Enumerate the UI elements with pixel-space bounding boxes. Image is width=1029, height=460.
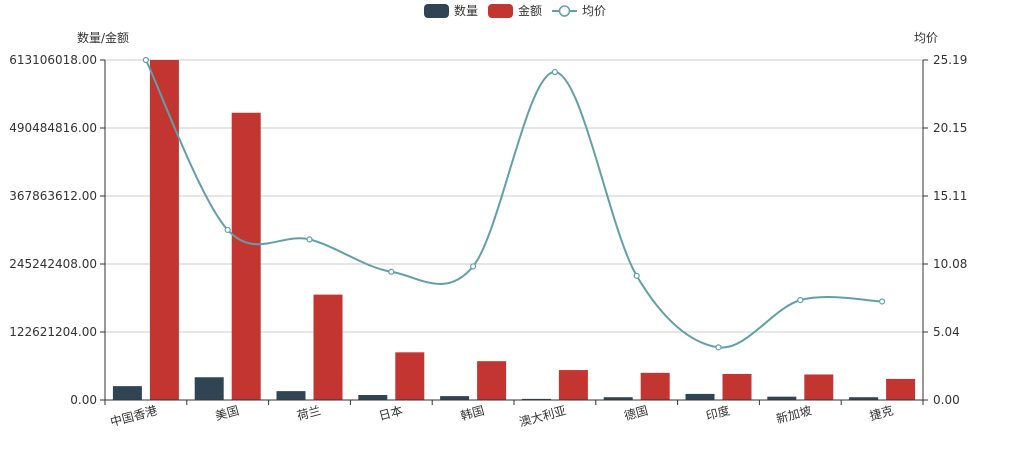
x-tick-label: 德国 (622, 402, 649, 423)
y-left-tick-label: 613106018.00 (9, 53, 97, 67)
bar-quantity[interactable] (685, 393, 715, 400)
line-point[interactable] (224, 226, 231, 234)
legend-swatch-marker (558, 5, 571, 17)
bar-quantity[interactable] (440, 396, 470, 400)
gridlines (105, 59, 923, 333)
line-point[interactable] (306, 236, 313, 243)
line-point[interactable] (388, 268, 395, 275)
y-right-tick-label: 20.15 (933, 121, 967, 135)
bar-quantity[interactable] (603, 397, 633, 400)
line-avg-price (144, 59, 883, 349)
bar-amount[interactable] (477, 361, 507, 400)
legend-swatch[interactable] (424, 4, 449, 18)
y-left-tick-label: 490484816.00 (9, 121, 97, 135)
y-right-tick-label: 5.04 (933, 325, 960, 339)
bar-quantity[interactable] (767, 396, 797, 400)
bar-amount[interactable] (558, 370, 588, 400)
line-point[interactable] (797, 297, 804, 304)
y-left-axis-title: 数量/金额 (77, 30, 129, 45)
bars (112, 60, 916, 400)
bar-amount[interactable] (395, 352, 425, 400)
bar-quantity[interactable] (521, 398, 551, 400)
bar-amount[interactable] (804, 374, 834, 400)
x-tick-label: 日本 (377, 403, 404, 423)
y-right-tick-label: 0.00 (933, 393, 960, 407)
x-tick-label: 中国香港 (108, 402, 158, 429)
bar-quantity[interactable] (849, 397, 879, 400)
y-left-tick-label: 245242408.00 (9, 257, 97, 271)
line-point[interactable] (470, 263, 477, 270)
x-tick-label: 韩国 (459, 402, 486, 423)
y-left-tick-label: 367863612.00 (9, 189, 97, 203)
y-left-tick-label: 122621204.00 (9, 325, 97, 339)
legend-label[interactable]: 均价 (582, 4, 606, 18)
legend[interactable]: 数量 金额 均价 (424, 3, 606, 18)
bar-amount[interactable] (149, 60, 179, 400)
bar-quantity[interactable] (112, 386, 142, 400)
line-series (142, 56, 886, 351)
x-tick-label: 捷克 (868, 403, 895, 423)
y-right-tick-label: 15.11 (933, 189, 967, 203)
line-point[interactable] (551, 68, 559, 76)
x-tick-label: 澳大利亚 (518, 403, 568, 429)
line-point[interactable] (142, 56, 149, 64)
line-point[interactable] (878, 298, 886, 305)
x-tick-label: 美国 (214, 403, 241, 423)
x-tick-label: 荷兰 (295, 403, 322, 423)
legend-swatch[interactable] (488, 4, 513, 18)
bar-amount[interactable] (640, 372, 670, 400)
legend-label[interactable]: 数量 (454, 3, 478, 18)
bar-quantity[interactable] (276, 391, 306, 400)
x-tick-label: 新加坡 (774, 402, 813, 426)
y-right-axis-title: 均价 (914, 31, 938, 45)
bar-amount[interactable] (722, 373, 752, 400)
bar-quantity[interactable] (358, 395, 388, 400)
y-right-tick-label: 25.19 (933, 53, 967, 67)
y-left-tick-label: 0.00 (70, 393, 97, 407)
line-point[interactable] (633, 272, 640, 279)
bar-amount[interactable] (231, 112, 261, 400)
y-right-tick-label: 10.08 (933, 257, 967, 271)
bar-amount[interactable] (886, 378, 916, 400)
line-point[interactable] (715, 344, 722, 351)
bar-amount[interactable] (313, 294, 343, 400)
legend-label[interactable]: 金额 (518, 3, 542, 18)
bar-quantity[interactable] (194, 377, 224, 400)
x-tick-label: 印度 (704, 402, 731, 423)
